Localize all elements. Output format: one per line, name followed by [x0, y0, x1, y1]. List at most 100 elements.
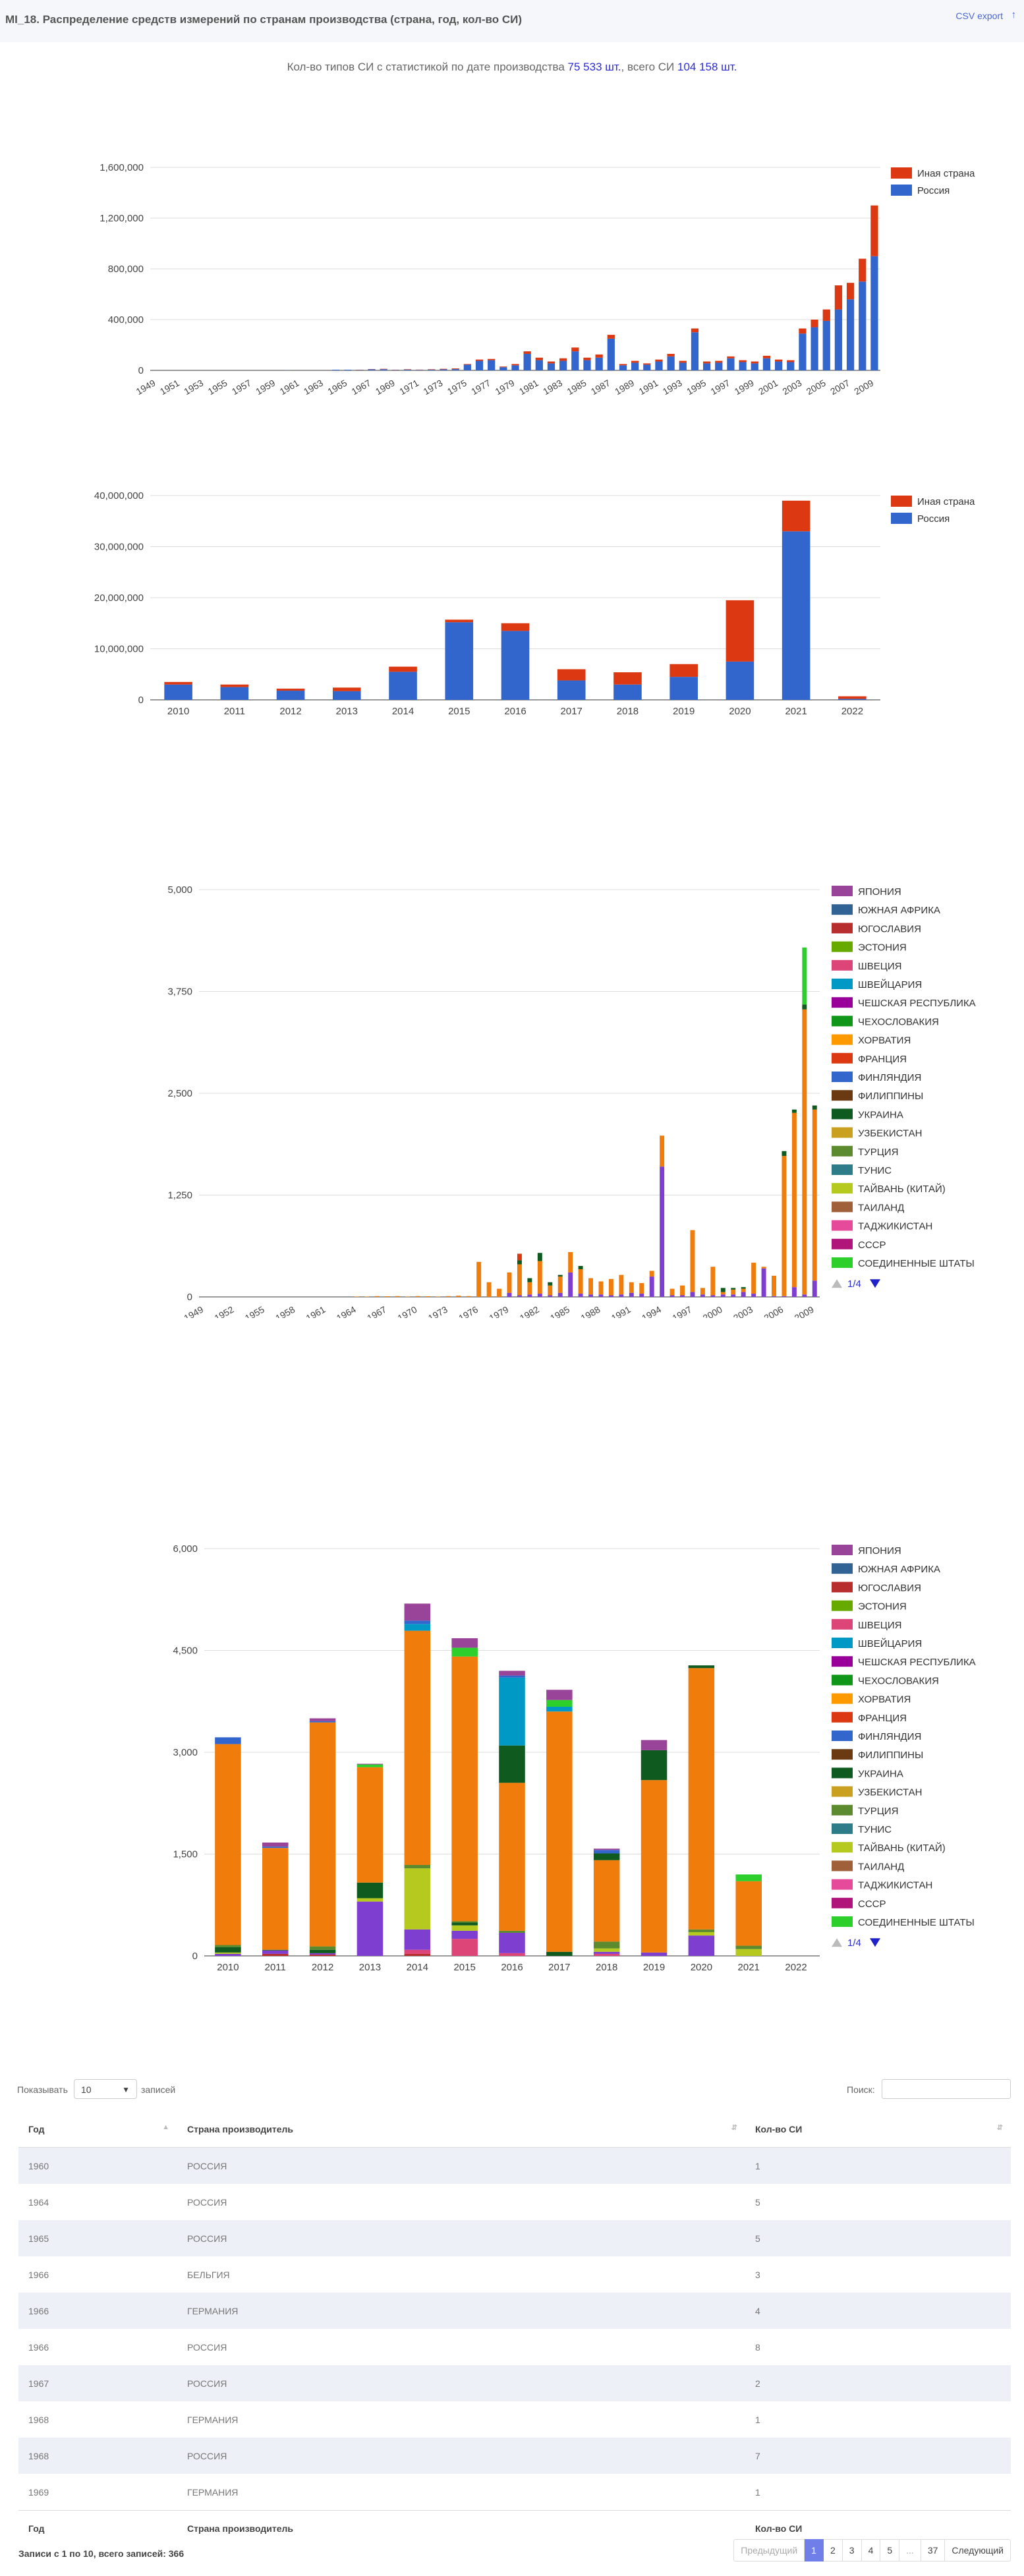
bar-segment — [356, 1882, 384, 1899]
legend-label: ЭСТОНИЯ — [858, 1601, 907, 1613]
bar-segment — [404, 1603, 431, 1621]
x-tick-label: 2013 — [336, 706, 358, 717]
legend-swatch — [832, 1072, 853, 1082]
bar-segment — [649, 1276, 654, 1297]
bar-segment — [527, 1294, 532, 1297]
bar-segment — [870, 256, 878, 370]
pager-next[interactable]: Следующий — [945, 2539, 1011, 2562]
bar-segment — [700, 1294, 705, 1297]
bar-segment — [164, 684, 192, 700]
legend-label: ТАДЖИКИСТАН — [858, 1880, 932, 1891]
cell-count: 5 — [755, 2196, 760, 2208]
pager-page-5[interactable]: 5 — [880, 2539, 900, 2562]
bar-segment — [782, 531, 811, 700]
pager-page-4[interactable]: 4 — [861, 2539, 881, 2562]
bar-segment — [451, 1638, 478, 1648]
bar-segment — [309, 1949, 336, 1953]
legend-label: ЮГОСЛАВИЯ — [858, 923, 921, 934]
legend-next-icon[interactable] — [870, 1938, 880, 1947]
x-tick-label: 2021 — [738, 1962, 760, 1973]
sort-icon: ▲ — [162, 2123, 169, 2131]
bar-segment — [404, 1929, 431, 1950]
bar-segment — [669, 1288, 675, 1296]
column-header-country[interactable]: Страна производитель ⇵ — [177, 2111, 745, 2148]
csv-export-link[interactable]: CSV export — [955, 11, 1003, 21]
x-tick-label: 1993 — [661, 378, 684, 397]
bar-segment — [838, 696, 867, 699]
sort-icon: ⇵ — [731, 2124, 737, 2132]
bar-segment — [688, 1935, 715, 1956]
legend-label: ФРАНЦИЯ — [858, 1713, 907, 1724]
bar-segment — [782, 1151, 787, 1157]
legend-label: УЗБЕКИСТАН — [858, 1128, 922, 1139]
legend-label: ФИНЛЯНДИЯ — [858, 1072, 921, 1083]
bar-segment — [404, 1864, 431, 1869]
search-label: Поиск: — [847, 2084, 875, 2095]
x-tick-label: 1969 — [374, 378, 397, 397]
legend-label: СССР — [858, 1899, 886, 1910]
bar-segment — [546, 1706, 573, 1712]
legend-label: ФРАНЦИЯ — [858, 1054, 907, 1065]
legend-prev-icon[interactable] — [832, 1279, 842, 1288]
bar-segment — [791, 1112, 797, 1288]
legend-label: ЯПОНИЯ — [858, 886, 901, 898]
bar-segment — [436, 1296, 441, 1297]
length-select[interactable]: 10 ▼ — [74, 2079, 137, 2099]
bar-segment — [702, 361, 711, 364]
bar-segment — [643, 364, 651, 370]
column-header-label: Кол-во СИ — [755, 2124, 803, 2134]
legend-prev-icon[interactable] — [832, 1938, 842, 1947]
x-tick-label: 1961 — [278, 378, 301, 397]
bar-segment — [715, 360, 723, 363]
bar-segment — [309, 1946, 336, 1950]
x-tick-label: 1985 — [565, 378, 588, 397]
pager-page-3[interactable]: 3 — [842, 2539, 862, 2562]
y-tick-label: 3,000 — [173, 1747, 198, 1758]
bar-segment — [356, 1763, 384, 1765]
pager-page-2[interactable]: 2 — [823, 2539, 843, 2562]
pager-previous[interactable]: Предыдущий — [733, 2539, 805, 2562]
x-tick-label: 1967 — [365, 1304, 388, 1318]
bar-segment — [629, 1282, 634, 1293]
bar-segment — [598, 1294, 604, 1297]
legend-swatch — [832, 1693, 853, 1704]
x-tick-label: 2012 — [312, 1962, 333, 1973]
x-tick-label: 1981 — [517, 378, 540, 397]
x-tick-label: 1985 — [548, 1304, 571, 1318]
search-input[interactable] — [882, 2079, 1011, 2099]
bar-segment — [215, 1744, 241, 1945]
x-tick-label: 1964 — [335, 1304, 358, 1318]
column-header-count[interactable]: Кол-во СИ ⇵ — [745, 2111, 1011, 2148]
bar-segment — [499, 367, 507, 370]
x-tick-label: 1997 — [708, 378, 731, 397]
table-footer-row: Год Страна производитель Кол-во СИ — [18, 2510, 1011, 2546]
bar-segment — [593, 1853, 620, 1860]
bar-segment — [559, 358, 567, 361]
legend-swatch — [832, 1108, 853, 1120]
x-tick-label: 1975 — [445, 378, 469, 397]
legend-swatch — [832, 1052, 853, 1064]
legend-swatch — [832, 1656, 853, 1667]
column-header-year[interactable]: Год ▲ — [18, 2111, 177, 2148]
bar-segment — [537, 1261, 542, 1294]
bar-segment — [688, 1932, 715, 1936]
legend-swatch — [832, 1731, 853, 1741]
bar-segment — [557, 1292, 563, 1297]
bar-segment — [262, 1950, 289, 1954]
bar-segment — [499, 1930, 525, 1933]
bar-segment — [215, 1737, 241, 1744]
cell-year: 1964 — [28, 2196, 49, 2208]
bar-segment — [629, 1292, 634, 1297]
x-tick-label: 1997 — [670, 1304, 693, 1318]
legend-next-icon[interactable] — [870, 1279, 880, 1288]
cell-count: 3 — [755, 2269, 760, 2280]
bar-segment — [782, 1156, 787, 1296]
bar-segment — [451, 1921, 478, 1923]
legend-label: Россия — [917, 185, 950, 196]
pager-page-1[interactable]: 1 — [805, 2539, 824, 2562]
pager-page-37[interactable]: 37 — [921, 2539, 946, 2562]
bar-segment — [782, 1296, 787, 1297]
legend-swatch — [832, 904, 853, 915]
export-arrow-icon[interactable]: ↑ — [1011, 9, 1017, 20]
bar-segment — [215, 1945, 241, 1947]
